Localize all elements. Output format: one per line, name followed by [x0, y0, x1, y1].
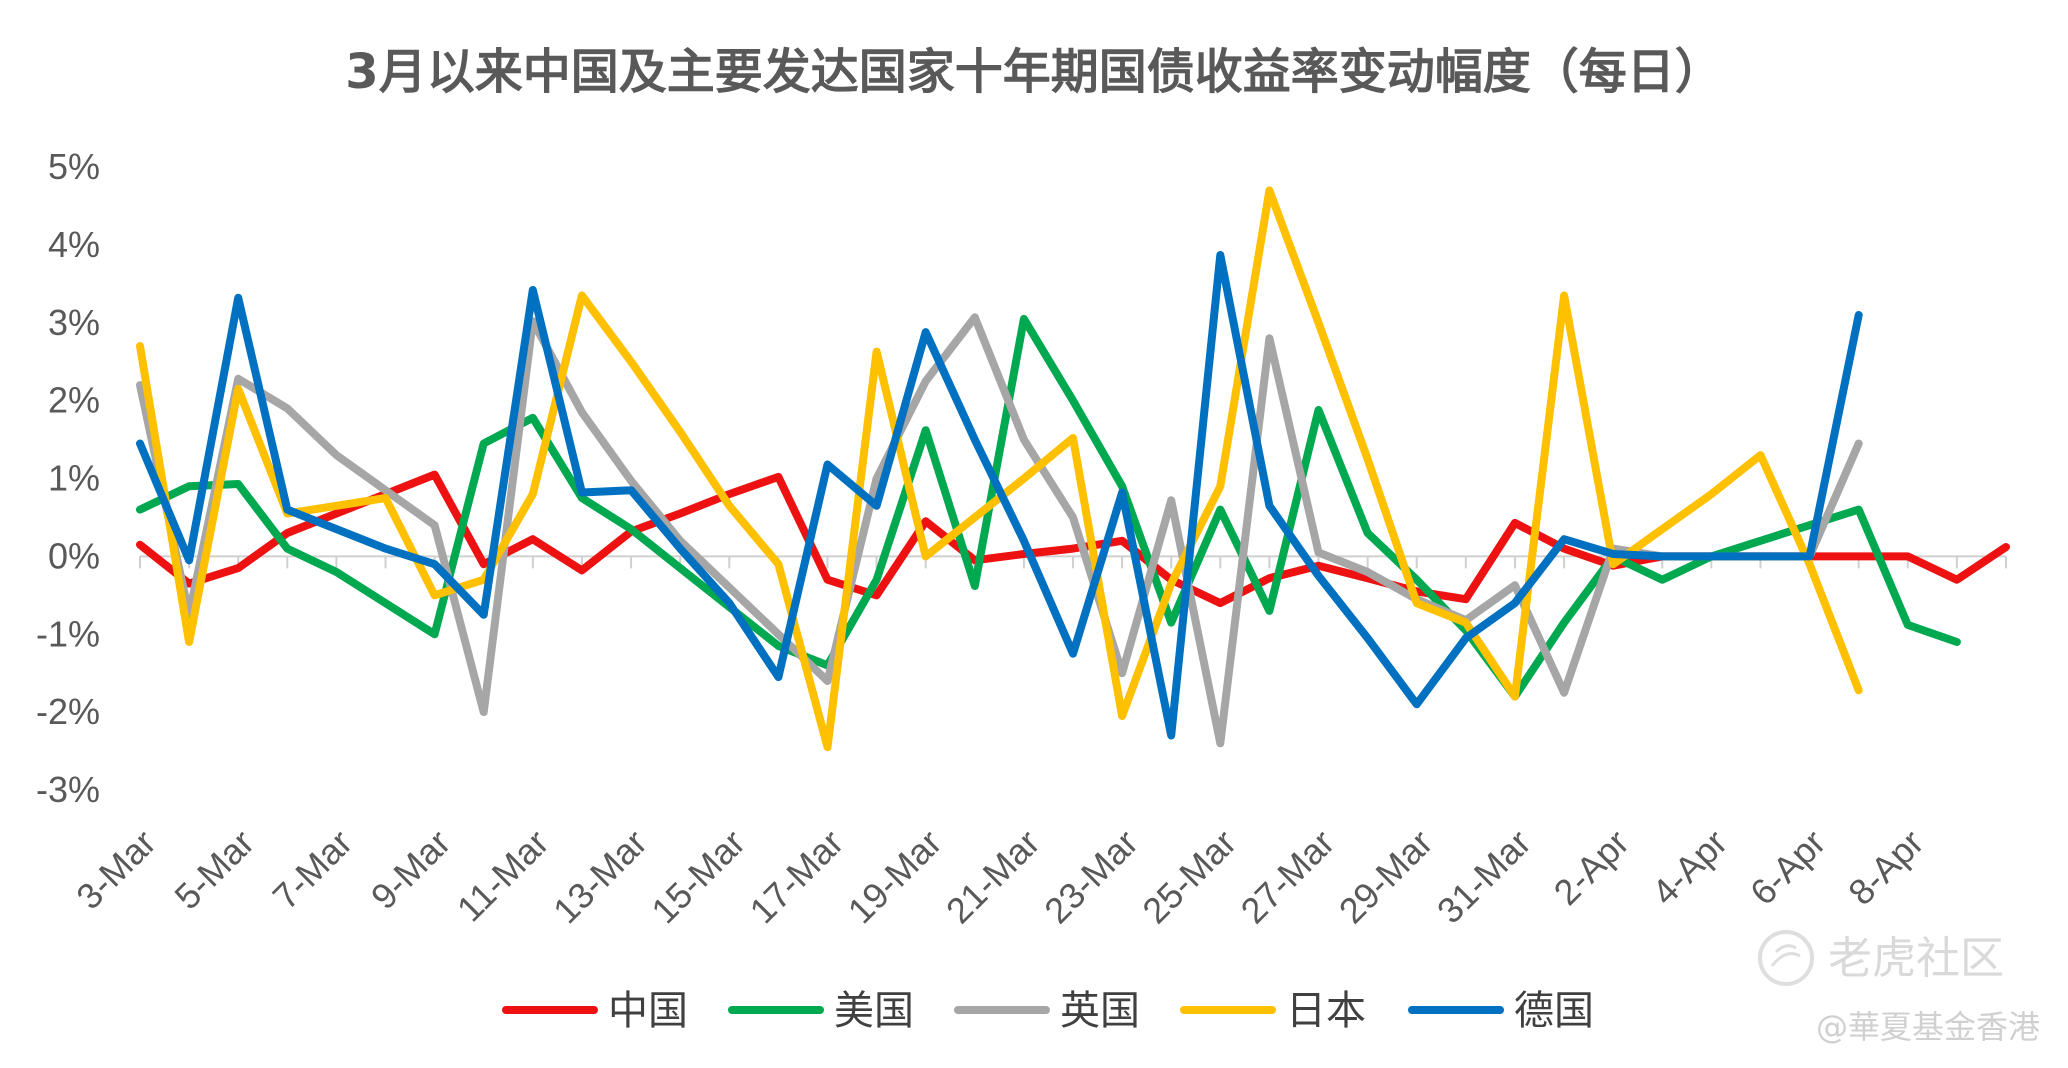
legend-item: 日本 — [1180, 988, 1366, 1034]
x-tick-label: 23-Mar — [1036, 822, 1146, 932]
x-tick-label: 7-Mar — [265, 822, 360, 917]
x-tick-label: 19-Mar — [840, 822, 950, 932]
y-tick-label: 1% — [48, 458, 100, 499]
x-tick-label: 8-Apr — [1840, 822, 1931, 913]
x-tick-label: 3-Mar — [68, 822, 163, 917]
y-tick-label: -2% — [36, 691, 100, 732]
x-tick-label: 29-Mar — [1331, 822, 1441, 932]
y-tick-label: 4% — [48, 224, 100, 265]
x-tick-label: 27-Mar — [1233, 822, 1343, 932]
series-line-1 — [136, 470, 2010, 608]
y-tick-label: 0% — [48, 535, 100, 576]
legend-label: 美国 — [834, 988, 914, 1034]
x-tick-label: 13-Mar — [545, 822, 655, 932]
x-tick-label: 2-Apr — [1546, 822, 1637, 913]
series-layer — [136, 186, 2010, 752]
y-tick-label: 5% — [48, 146, 100, 187]
watermark-brand: 老虎社区 — [1828, 933, 2004, 984]
series-line-2 — [136, 314, 1961, 701]
legend-label: 中国 — [608, 988, 688, 1034]
legend-item: 英国 — [954, 988, 1140, 1034]
y-tick-label: -1% — [36, 613, 100, 654]
x-tick-label: 5-Mar — [166, 822, 261, 917]
y-tick-label: 2% — [48, 380, 100, 421]
chart-title: 3月以来中国及主要发达国家十年期国债收益率变动幅度（每日） — [345, 44, 1722, 100]
series-line-3 — [136, 313, 1863, 748]
legend-item: 德国 — [1408, 988, 1594, 1034]
x-tick-label: 15-Mar — [643, 822, 753, 932]
legend: 中国 美国 英国 日本 德国 — [502, 988, 1594, 1034]
tiger-logo-stripe-icon — [1770, 944, 1801, 967]
legend-item: 美国 — [728, 988, 914, 1034]
y-tick-label: 3% — [48, 302, 100, 343]
watermark-author: @華夏基金香港 — [1816, 1008, 2040, 1046]
y-tick-label: -3% — [36, 769, 100, 810]
legend-label: 德国 — [1514, 988, 1594, 1034]
series-line-5 — [136, 251, 1863, 740]
x-tick-label: 11-Mar — [449, 822, 557, 930]
x-tick-label: 6-Apr — [1742, 822, 1833, 913]
legend-label: 日本 — [1286, 988, 1366, 1034]
x-tick-label: 21-Mar — [938, 822, 1048, 932]
legend-label: 英国 — [1060, 988, 1140, 1034]
x-tick-label: 31-Mar — [1429, 822, 1539, 932]
watermark: 老虎社区 @華夏基金香港 — [1758, 930, 2040, 1046]
tiger-logo-icon — [1758, 930, 1814, 986]
x-tick-label: 9-Mar — [363, 822, 458, 917]
x-tick-label: 25-Mar — [1134, 822, 1244, 932]
x-tick-label: 4-Apr — [1644, 822, 1735, 913]
x-tick-label: 17-Mar — [742, 822, 852, 932]
legend-item: 中国 — [502, 988, 688, 1034]
